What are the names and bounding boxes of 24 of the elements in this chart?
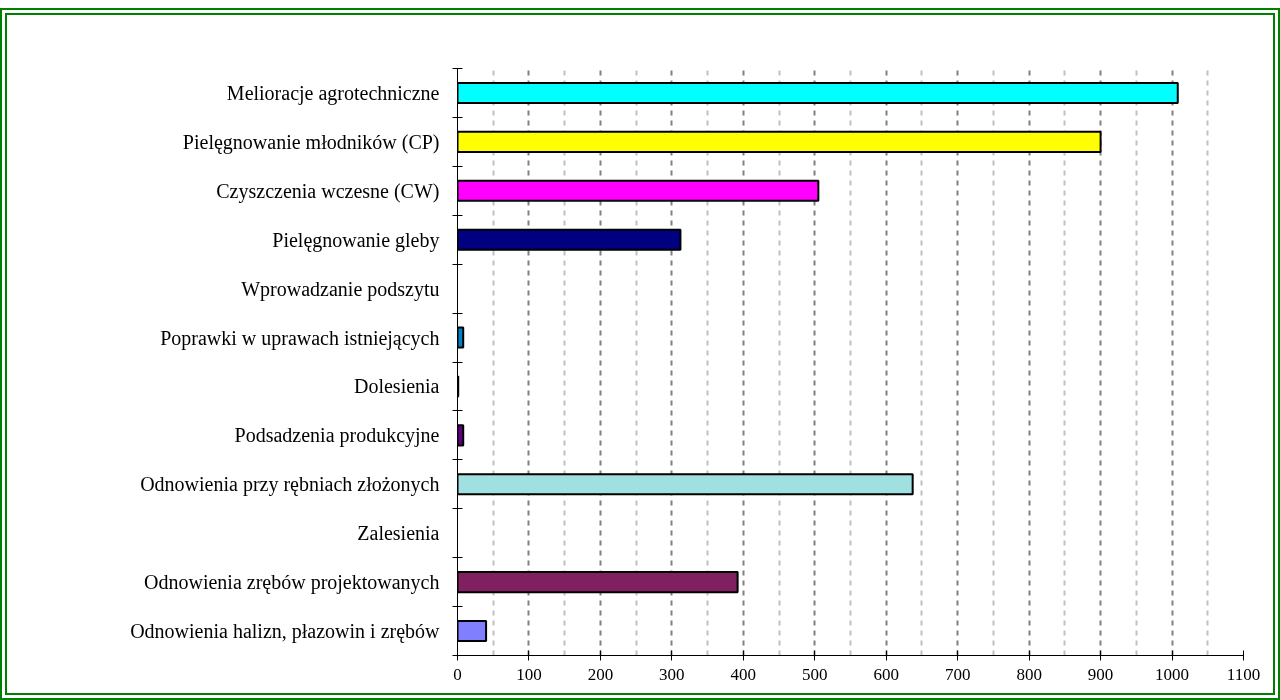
y-tick-label: Wprowadzanie podszytu	[241, 277, 440, 301]
y-tick-label: Odnowienia halizn, płazowin i zrębów	[130, 620, 441, 644]
x-tick-label: 100	[516, 664, 542, 684]
x-tick-label: 400	[730, 664, 757, 684]
x-tick-label: 1000	[1155, 664, 1190, 684]
x-tick-label: 300	[659, 664, 685, 684]
x-tick-label: 800	[1016, 664, 1042, 684]
y-tick-label: Pielęgnowanie gleby	[272, 228, 440, 252]
y-tick-label: Pielęgnowanie młodników (CP)	[182, 130, 440, 154]
x-tick-label: 1100	[1226, 664, 1261, 684]
y-tick-label: Dolesienia	[353, 375, 440, 398]
x-tick-label: 200	[587, 664, 614, 684]
y-tick-label: Poprawki w uprawach istniejących	[160, 326, 440, 350]
y-tick-label: Odnowienia przy rębniach złożonych	[140, 473, 440, 497]
y-tick-label: Odnowienia zrębów projektowanych	[144, 571, 440, 595]
x-tick-label: 900	[1087, 664, 1114, 684]
x-tick-label: 700	[944, 664, 971, 684]
y-tick-label: Zalesienia	[357, 522, 440, 545]
x-tick-label: 0	[453, 664, 462, 684]
x-tick-label: 600	[873, 664, 899, 684]
y-tick-label: Czyszczenia wczesne (CW)	[216, 179, 440, 203]
x-tick-label: 500	[802, 664, 828, 684]
y-tick-label: Melioracje agrotechniczne	[226, 81, 440, 105]
y-tick-label: Podsadzenia produkcyjne	[234, 424, 440, 448]
